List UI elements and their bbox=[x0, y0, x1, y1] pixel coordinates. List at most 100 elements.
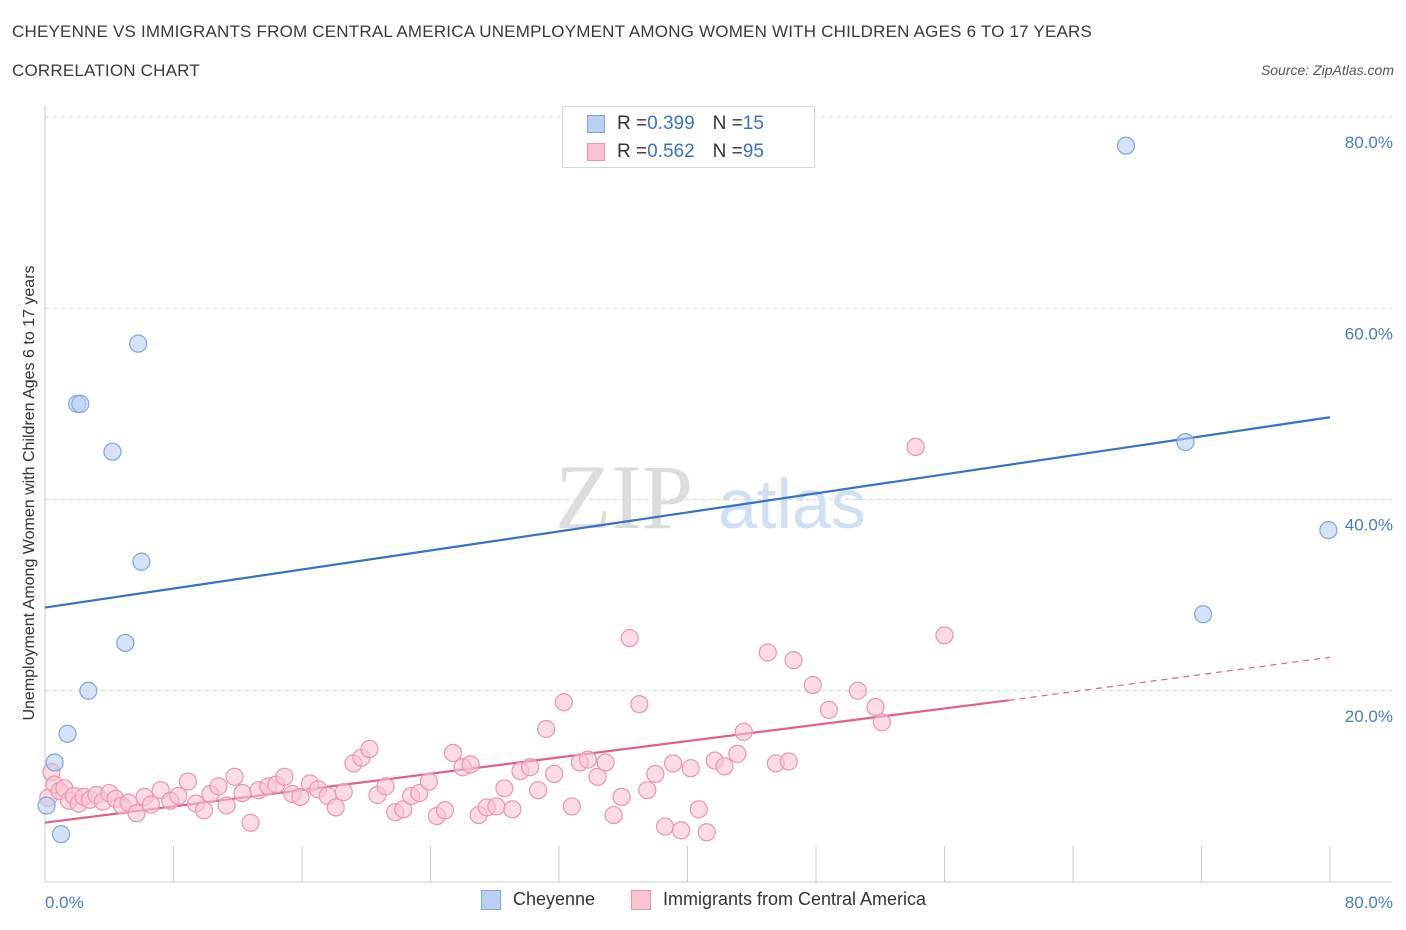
chart-subtitle: CORRELATION CHART bbox=[12, 61, 200, 80]
immigrants-point bbox=[689, 800, 708, 819]
immigrants-point bbox=[127, 804, 146, 823]
x-tick-label: 80.0% bbox=[1345, 893, 1393, 912]
source-credit: Source: ZipAtlas.com bbox=[1260, 62, 1394, 78]
legend-row-immigrants: R = 0.562 N = 95 bbox=[587, 140, 764, 164]
axis-layer: 20.0% 40.0% 60.0% 80.0% 0.0% 80.0% bbox=[44, 105, 1393, 912]
immigrants-point bbox=[612, 787, 631, 806]
n-label: N = bbox=[712, 141, 743, 162]
legend-row-cheyenne: R = 0.399 N = 15 bbox=[587, 112, 764, 136]
immigrants-point bbox=[334, 783, 353, 802]
bottom-legend: Cheyenne Immigrants from Central America bbox=[0, 889, 1406, 915]
cheyenne-point bbox=[129, 334, 148, 353]
cheyenne-point bbox=[103, 442, 122, 461]
bottom-legend-cheyenne: Cheyenne bbox=[481, 889, 595, 910]
immigrants-point bbox=[655, 817, 675, 836]
cheyenne-point bbox=[132, 552, 151, 571]
y-tick-label: 80.0% bbox=[1345, 133, 1393, 152]
y-axis-title: Unemployment Among Women with Children A… bbox=[21, 265, 38, 720]
immigrants-point bbox=[588, 767, 607, 786]
cheyenne-swatch bbox=[587, 115, 605, 133]
cheyenne-point bbox=[51, 825, 71, 844]
immigrants-point bbox=[596, 753, 615, 772]
immigrants-point bbox=[394, 800, 413, 819]
cheyenne-point bbox=[116, 633, 135, 653]
cheyenne-point bbox=[1194, 605, 1213, 624]
immigrants-point bbox=[529, 781, 548, 800]
y-tick-label: 40.0% bbox=[1345, 516, 1393, 535]
r-label: R = bbox=[617, 141, 648, 162]
immigrants-point bbox=[734, 722, 753, 741]
immigrants-point bbox=[663, 754, 683, 773]
immigrants-point bbox=[194, 801, 214, 820]
n-value: 95 bbox=[742, 141, 764, 162]
immigrants-point bbox=[578, 750, 598, 769]
immigrants-point bbox=[487, 797, 506, 816]
immigrants-point bbox=[803, 675, 822, 695]
immigrants-point bbox=[545, 764, 564, 784]
immigrants-point bbox=[360, 739, 379, 759]
bottom-legend-label: Immigrants from Central America bbox=[663, 889, 927, 909]
immigrants-point bbox=[503, 800, 522, 819]
immigrants-point bbox=[209, 777, 228, 796]
cheyenne-point bbox=[1116, 136, 1136, 155]
watermark-zip: ZIP bbox=[555, 446, 693, 548]
immigrants-point bbox=[758, 643, 777, 662]
immigrants-point bbox=[169, 786, 188, 806]
immigrants-point bbox=[178, 772, 198, 791]
points-layer bbox=[37, 136, 1338, 844]
chart-title: CHEYENNE VS IMMIGRANTS FROM CENTRAL AMER… bbox=[12, 22, 1093, 41]
cheyenne-point bbox=[58, 724, 77, 743]
immigrants-point bbox=[728, 744, 747, 763]
immigrants-point bbox=[435, 801, 455, 820]
immigrants-point bbox=[866, 697, 885, 717]
immigrants-point bbox=[141, 795, 161, 814]
cheyenne-point bbox=[1176, 433, 1195, 452]
r-value: 0.562 bbox=[647, 141, 695, 162]
immigrants-point bbox=[225, 767, 244, 786]
immigrants-point bbox=[620, 629, 639, 648]
bottom-legend-immigrants: Immigrants from Central America bbox=[631, 889, 926, 910]
immigrants-point bbox=[784, 651, 803, 670]
y-tick-label: 60.0% bbox=[1345, 324, 1393, 343]
cheyenne-point bbox=[45, 753, 64, 772]
y-tick-label: 20.0% bbox=[1345, 707, 1393, 726]
cheyenne-point bbox=[37, 796, 56, 815]
immigrants-point bbox=[443, 743, 463, 763]
immigrants-point bbox=[461, 755, 480, 774]
r-value: 0.399 bbox=[647, 113, 695, 134]
immigrants-point bbox=[419, 772, 438, 791]
immigrants-point bbox=[537, 719, 556, 739]
x-tick-label: 0.0% bbox=[45, 893, 84, 912]
bottom-legend-label: Cheyenne bbox=[513, 889, 596, 909]
immigrants-point bbox=[275, 767, 294, 786]
immigrants-point bbox=[520, 758, 540, 777]
immigrants-point bbox=[554, 693, 573, 712]
immigrants-point bbox=[872, 713, 891, 732]
cheyenne-trend-line bbox=[44, 416, 1331, 609]
r-label: R = bbox=[617, 113, 648, 134]
immigrants-point bbox=[671, 821, 691, 840]
immigrants-point bbox=[848, 681, 867, 700]
immigrants-point bbox=[638, 781, 657, 800]
immigrants-point bbox=[779, 752, 798, 771]
n-value: 15 bbox=[742, 113, 764, 134]
immigrants-point bbox=[906, 437, 925, 457]
immigrants-swatch bbox=[587, 143, 605, 161]
immigrants-point bbox=[562, 797, 581, 816]
immigrants-point bbox=[326, 798, 345, 817]
immigrants-point bbox=[233, 783, 252, 803]
immigrants-trend-extrapolated bbox=[1008, 656, 1331, 701]
immigrants-point bbox=[376, 777, 395, 796]
immigrants-point bbox=[604, 805, 623, 825]
n-label: N = bbox=[712, 113, 743, 134]
grid-layer bbox=[45, 116, 1392, 692]
immigrants-point bbox=[697, 823, 716, 842]
immigrants-point bbox=[291, 787, 310, 806]
immigrants-point bbox=[217, 796, 236, 815]
cheyenne-point bbox=[71, 394, 90, 413]
cheyenne-swatch bbox=[481, 889, 501, 910]
immigrants-point bbox=[935, 626, 954, 645]
immigrants-point bbox=[681, 759, 700, 778]
stats-legend: R = 0.399 N = 15 R = 0.562 N = 95 bbox=[562, 106, 815, 168]
